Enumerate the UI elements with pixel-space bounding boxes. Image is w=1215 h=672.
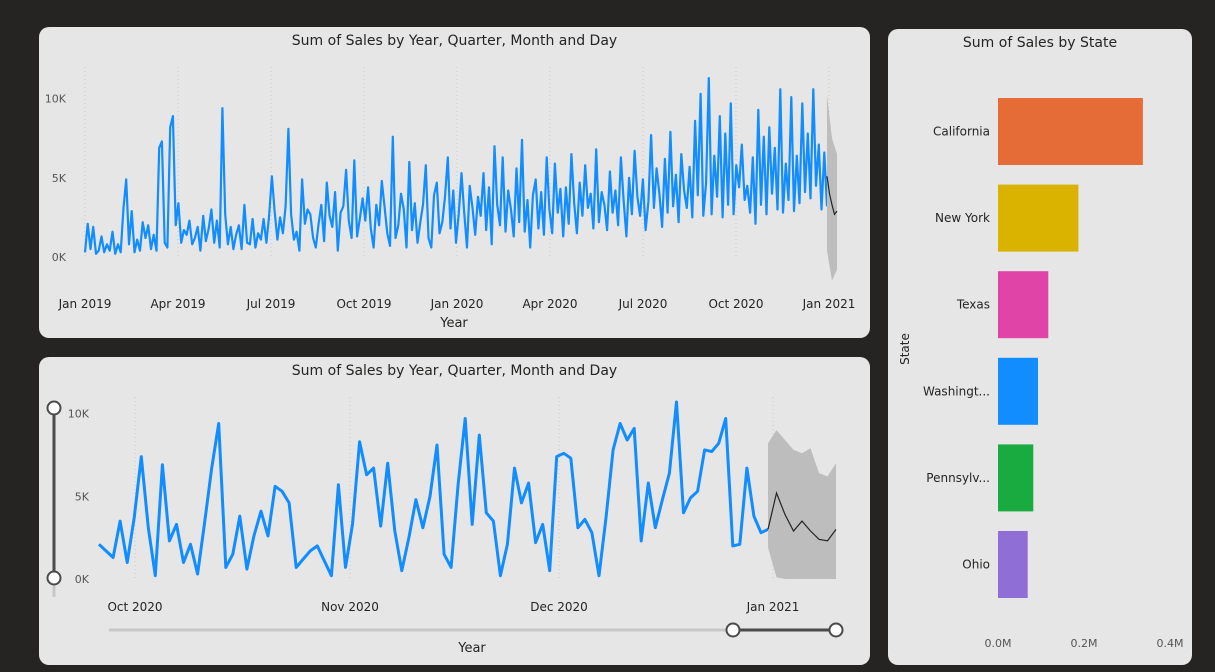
y-tick-label: 10K: [45, 93, 67, 106]
x-tick-label: Oct 2020: [107, 600, 162, 614]
bar-new-york[interactable]: [998, 184, 1079, 252]
category-label: Pennsylv...: [926, 471, 990, 485]
sales-series-line[interactable]: [97, 400, 769, 578]
bar-ohio[interactable]: [998, 531, 1028, 598]
bar-chart-card[interactable]: Sum of Sales by State California New York…: [888, 29, 1192, 665]
x-tick-label: 0.2M: [1071, 637, 1098, 650]
x-tick-label: Apr 2020: [522, 297, 577, 311]
y-range-slider-handle-top[interactable]: [46, 400, 62, 416]
chart-title: Sum of Sales by Year, Quarter, Month and…: [291, 33, 618, 49]
category-label: Texas: [956, 298, 990, 312]
bar-texas[interactable]: [998, 271, 1049, 339]
x-tick-label: Oct 2019: [336, 297, 391, 311]
line-chart-bottom[interactable]: Oct 2020 Nov 2020 Dec 2020 Jan 2021 0K 5K 10K Y…: [39, 357, 870, 665]
x-tick-label: Jan 2019: [58, 297, 112, 311]
x-tick-label: Dec 2020: [530, 600, 588, 614]
bar-pennsylv[interactable]: [998, 444, 1034, 512]
y-tick-label: 0K: [75, 573, 90, 586]
x-range-slider-handle-left[interactable]: [725, 622, 741, 638]
x-tick-label: Jul 2020: [618, 297, 668, 311]
bar-california[interactable]: [998, 98, 1143, 165]
x-tick-label: 0.0M: [985, 637, 1012, 650]
bar-washingt[interactable]: [998, 357, 1038, 425]
y-tick-label: 10K: [68, 408, 90, 421]
x-tick-label: Oct 2020: [708, 297, 763, 311]
bar-chart[interactable]: California New York Texas Washingt... Pennsy…: [888, 29, 1192, 665]
y-tick-label: 5K: [75, 490, 90, 503]
y-axis-title: State: [898, 333, 912, 365]
y-range-slider-handle-bottom[interactable]: [46, 570, 62, 586]
forecast-line: [826, 176, 838, 216]
y-tick-label: 0K: [52, 251, 67, 264]
line-chart-top[interactable]: Jan 2019 Apr 2019 Jul 2019 Oct 2019 Jan 2020…: [39, 27, 870, 338]
forecast-band: [827, 95, 837, 281]
line-chart-bottom-card[interactable]: Sum of Sales by Year, Quarter, Month and…: [39, 357, 870, 665]
x-tick-label: Jan 2021: [746, 600, 800, 614]
category-label: Ohio: [962, 558, 990, 572]
chart-title: Sum of Sales by Year, Quarter, Month and…: [291, 363, 618, 379]
forecast-band: [768, 430, 836, 579]
x-range-slider-handle-right[interactable]: [828, 622, 844, 638]
line-chart-top-card[interactable]: Sum of Sales by Year, Quarter, Month and…: [39, 27, 870, 338]
x-tick-label: Apr 2019: [150, 297, 205, 311]
category-label: California: [933, 125, 990, 139]
category-label: Washingt...: [923, 384, 990, 398]
x-tick-label: Nov 2020: [321, 600, 379, 614]
x-tick-label: Jul 2019: [246, 297, 296, 311]
x-axis-title: Year: [439, 316, 468, 331]
y-tick-label: 5K: [52, 172, 67, 185]
x-tick-label: Jan 2021: [802, 297, 856, 311]
x-tick-label: Jan 2020: [430, 297, 484, 311]
x-tick-label: 0.4M: [1157, 637, 1184, 650]
category-label: New York: [935, 211, 990, 225]
forecast-line: [767, 490, 837, 542]
x-axis-title: Year: [457, 641, 486, 656]
chart-title: Sum of Sales by State: [962, 35, 1118, 51]
sales-series-line[interactable]: [83, 77, 829, 255]
